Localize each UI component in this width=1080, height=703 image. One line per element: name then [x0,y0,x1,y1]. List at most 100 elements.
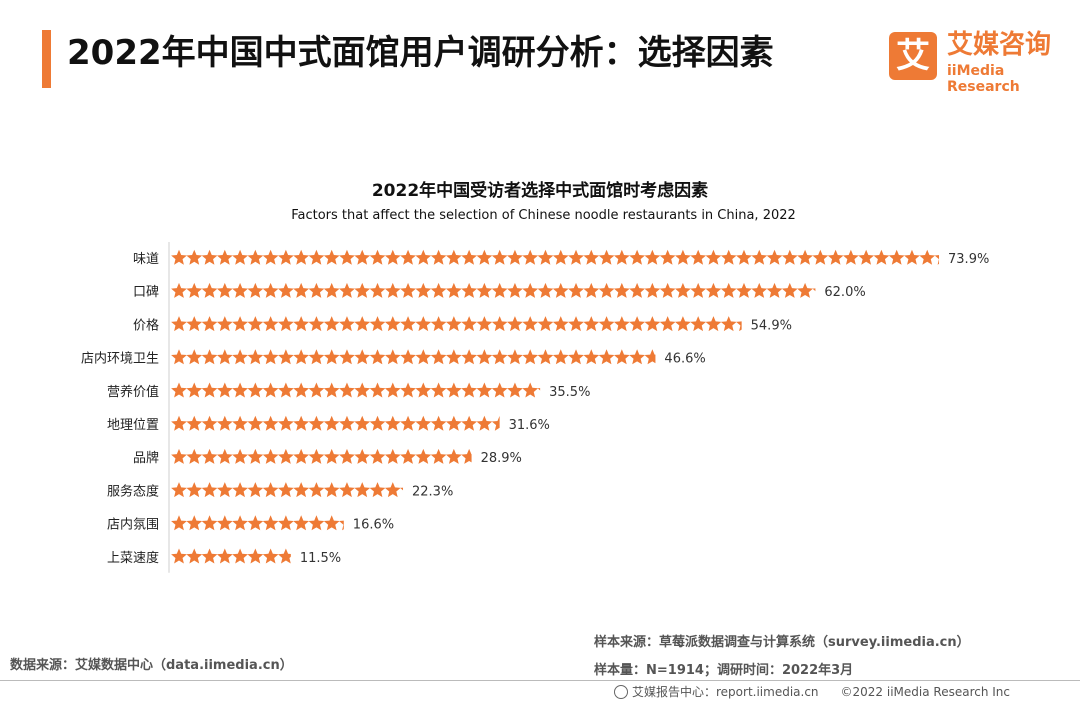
star-mark [491,282,508,298]
star-mark [354,415,371,431]
star-mark [384,316,401,332]
star-mark [201,382,218,398]
star-mark [171,282,187,298]
star-mark [858,249,875,265]
star-mark [415,249,432,265]
star-mark [262,515,279,531]
star-mark [659,316,676,332]
star-mark [216,282,233,298]
star-mark [522,349,539,365]
star-mark [461,316,478,332]
star-mark [262,448,279,464]
star-mark [232,349,248,365]
star-mark [613,282,630,298]
star-mark [186,249,203,265]
star-mark [568,349,584,365]
star-mark [201,316,218,332]
star-mark [598,249,615,265]
star-mark [644,249,661,265]
star-mark [720,282,737,298]
star-mark [400,448,416,464]
star-mark [339,520,344,531]
star-mark [323,448,340,464]
star-mark [491,415,500,431]
star-mark [354,482,371,498]
category-label: 上菜速度 [107,550,159,566]
star-mark [201,448,218,464]
star-mark [247,415,264,431]
star-mark [507,382,523,398]
star-mark [293,448,310,464]
copyright-text: ©2022 iiMedia Research Inc [840,685,1011,699]
star-mark [308,382,325,398]
star-mark [583,249,600,265]
star-mark [690,249,707,265]
star-mark [705,249,722,265]
star-mark [323,316,340,332]
report-center-link[interactable]: 艾媒报告中心：report.iimedia.cn [632,685,819,699]
star-mark [369,415,386,431]
star-mark [186,482,203,498]
star-mark [171,249,187,265]
star-mark [232,548,248,564]
sample-info-note: 样本量：N=1914；调研时间：2022年3月 [594,663,854,678]
star-mark [476,382,493,398]
star-mark [308,448,325,464]
star-mark [598,316,615,332]
star-mark [201,515,218,531]
bar-5 [171,382,541,398]
star-mark [400,415,416,431]
star-mark [308,316,325,332]
star-mark [598,349,615,365]
star-mark [323,349,340,365]
title-accent-bar [42,30,51,88]
star-mark [171,548,187,564]
value-label: 73.9% [948,252,989,267]
star-mark [171,482,187,498]
logo-name-cn: 艾媒咨询 [947,30,1052,60]
star-mark [461,382,478,398]
bar-8 [171,482,404,498]
star-mark [629,316,645,332]
star-mark [522,316,539,332]
value-label: 22.3% [412,484,453,499]
star-mark [171,415,187,431]
star-mark [491,349,508,365]
star-mark [293,482,310,498]
star-mark [552,282,569,298]
star-mark [629,282,645,298]
sample-source-note: 样本来源：草莓派数据调查与计算系统（survey.iimedia.cn） [594,635,970,650]
star-mark [247,316,264,332]
star-mark [904,249,920,265]
star-mark [308,349,325,365]
star-mark [415,282,432,298]
star-mark [354,448,371,464]
star-mark [369,482,386,498]
star-mark [415,415,432,431]
star-mark [537,249,554,265]
category-label: 价格 [133,317,159,333]
star-mark [186,316,203,332]
star-bar-chart: 味道 73.9% 口碑 62.0% 价格 54.9% 店内环境卫生 46.6% 营养价值 35.5… [81,242,989,573]
star-mark [323,282,340,298]
star-mark [552,349,569,365]
star-mark [675,316,691,332]
star-mark [430,349,447,365]
star-mark [232,249,248,265]
star-mark [354,349,371,365]
star-mark [629,249,645,265]
star-mark [415,349,432,365]
star-mark [354,282,371,298]
bar-6 [171,415,500,431]
star-mark [430,448,447,464]
star-mark [461,415,478,431]
star-mark [476,415,493,431]
star-mark [415,316,432,332]
star-mark [171,316,187,332]
star-mark [186,448,203,464]
star-mark [339,482,355,498]
star-mark [797,282,813,298]
star-mark [461,349,478,365]
bar-7 [171,448,472,464]
category-label: 品牌 [133,450,159,466]
